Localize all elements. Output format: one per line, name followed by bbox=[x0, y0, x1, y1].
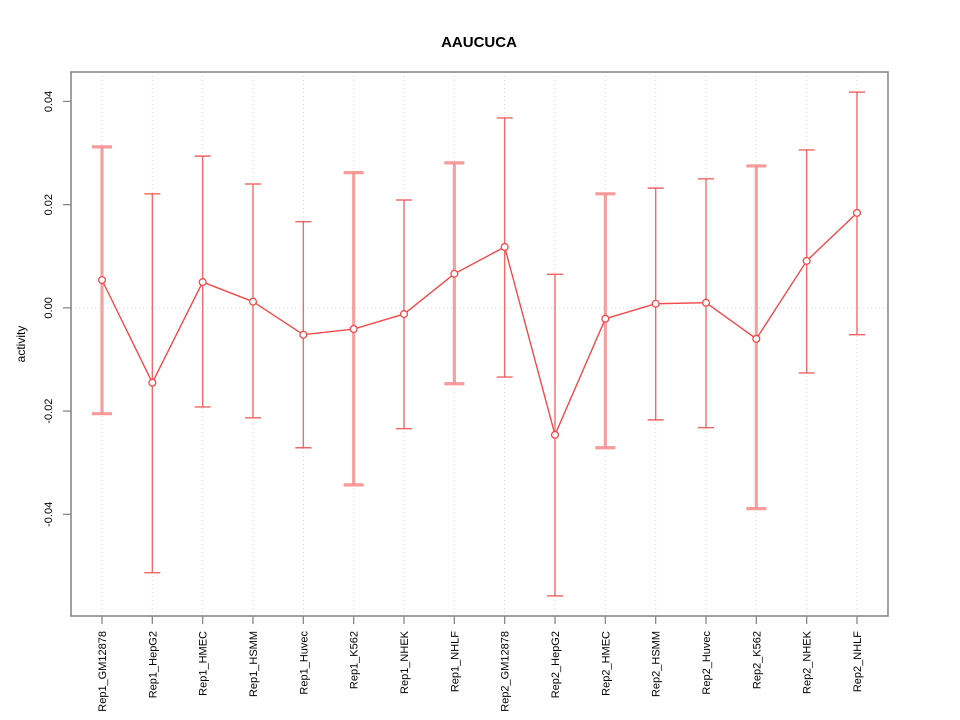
data-point-marker bbox=[752, 334, 761, 343]
x-tick-label: Rep1_HepG2 bbox=[147, 631, 159, 698]
y-tick-label: -0.02 bbox=[43, 399, 55, 424]
plot-border bbox=[70, 71, 889, 617]
data-points bbox=[97, 208, 862, 439]
plot-frame bbox=[70, 71, 889, 617]
y-tick-labels: 0.04 0.02 0.00 -0.02 -0.04 bbox=[43, 91, 55, 527]
data-point-marker bbox=[802, 256, 811, 265]
x-tick-label: Rep2_NHLF bbox=[852, 631, 864, 692]
x-tick-label: Rep1_HMEC bbox=[198, 631, 210, 696]
data-point-marker bbox=[852, 208, 862, 217]
x-tick-label: Rep1_Huvec bbox=[298, 631, 310, 695]
data-line bbox=[101, 212, 858, 437]
x-tick-label: Rep1_GM12878 bbox=[97, 631, 109, 712]
x-tick-label: Rep2_K562 bbox=[751, 631, 763, 689]
error-bars bbox=[92, 91, 865, 597]
x-tick-label: Rep2_NHEK bbox=[802, 630, 814, 694]
data-point-marker bbox=[651, 299, 660, 308]
data-point-marker bbox=[450, 269, 459, 278]
x-tick-label: Rep2_Huvec bbox=[701, 631, 713, 695]
series-line bbox=[101, 212, 858, 437]
x-tick-label: Rep2_HSMM bbox=[651, 631, 663, 697]
x-tick-label: Rep1_NHLF bbox=[449, 631, 461, 692]
data-point-marker bbox=[399, 310, 409, 319]
data-point-marker bbox=[248, 297, 258, 306]
data-point-marker bbox=[198, 278, 207, 287]
y-tick-label: 0.00 bbox=[43, 297, 55, 318]
x-tick-label: Rep1_NHEK bbox=[399, 630, 411, 694]
y-tick-label: -0.04 bbox=[43, 502, 55, 527]
data-point-marker bbox=[601, 314, 610, 323]
x-tick-label: Rep2_GM12878 bbox=[500, 631, 512, 712]
gridlines bbox=[71, 72, 888, 616]
data-point-marker bbox=[97, 275, 107, 285]
data-point-marker bbox=[299, 330, 308, 339]
x-tick-labels: Rep1_GM12878 Rep1_HepG2 Rep1_HMEC Rep1_HSMM… bbox=[97, 630, 864, 711]
data-point-marker bbox=[701, 298, 711, 307]
x-tick-label: Rep2_HMEC bbox=[600, 631, 612, 696]
data-point-marker bbox=[349, 324, 358, 334]
data-point-marker bbox=[148, 378, 157, 387]
y-tick-label: 0.02 bbox=[43, 194, 55, 215]
chart-title: AAUCUCA bbox=[441, 34, 517, 51]
x-tick-label: Rep1_HSMM bbox=[248, 631, 260, 697]
y-axis-label: activity bbox=[14, 326, 28, 363]
data-point-marker bbox=[500, 242, 509, 252]
x-tick-label: Rep2_HepG2 bbox=[550, 631, 562, 698]
data-point-marker bbox=[550, 430, 560, 439]
y-tick-label: 0.04 bbox=[43, 91, 55, 112]
x-tick-label: Rep1_K562 bbox=[349, 631, 361, 689]
axis-ticks bbox=[63, 100, 858, 624]
